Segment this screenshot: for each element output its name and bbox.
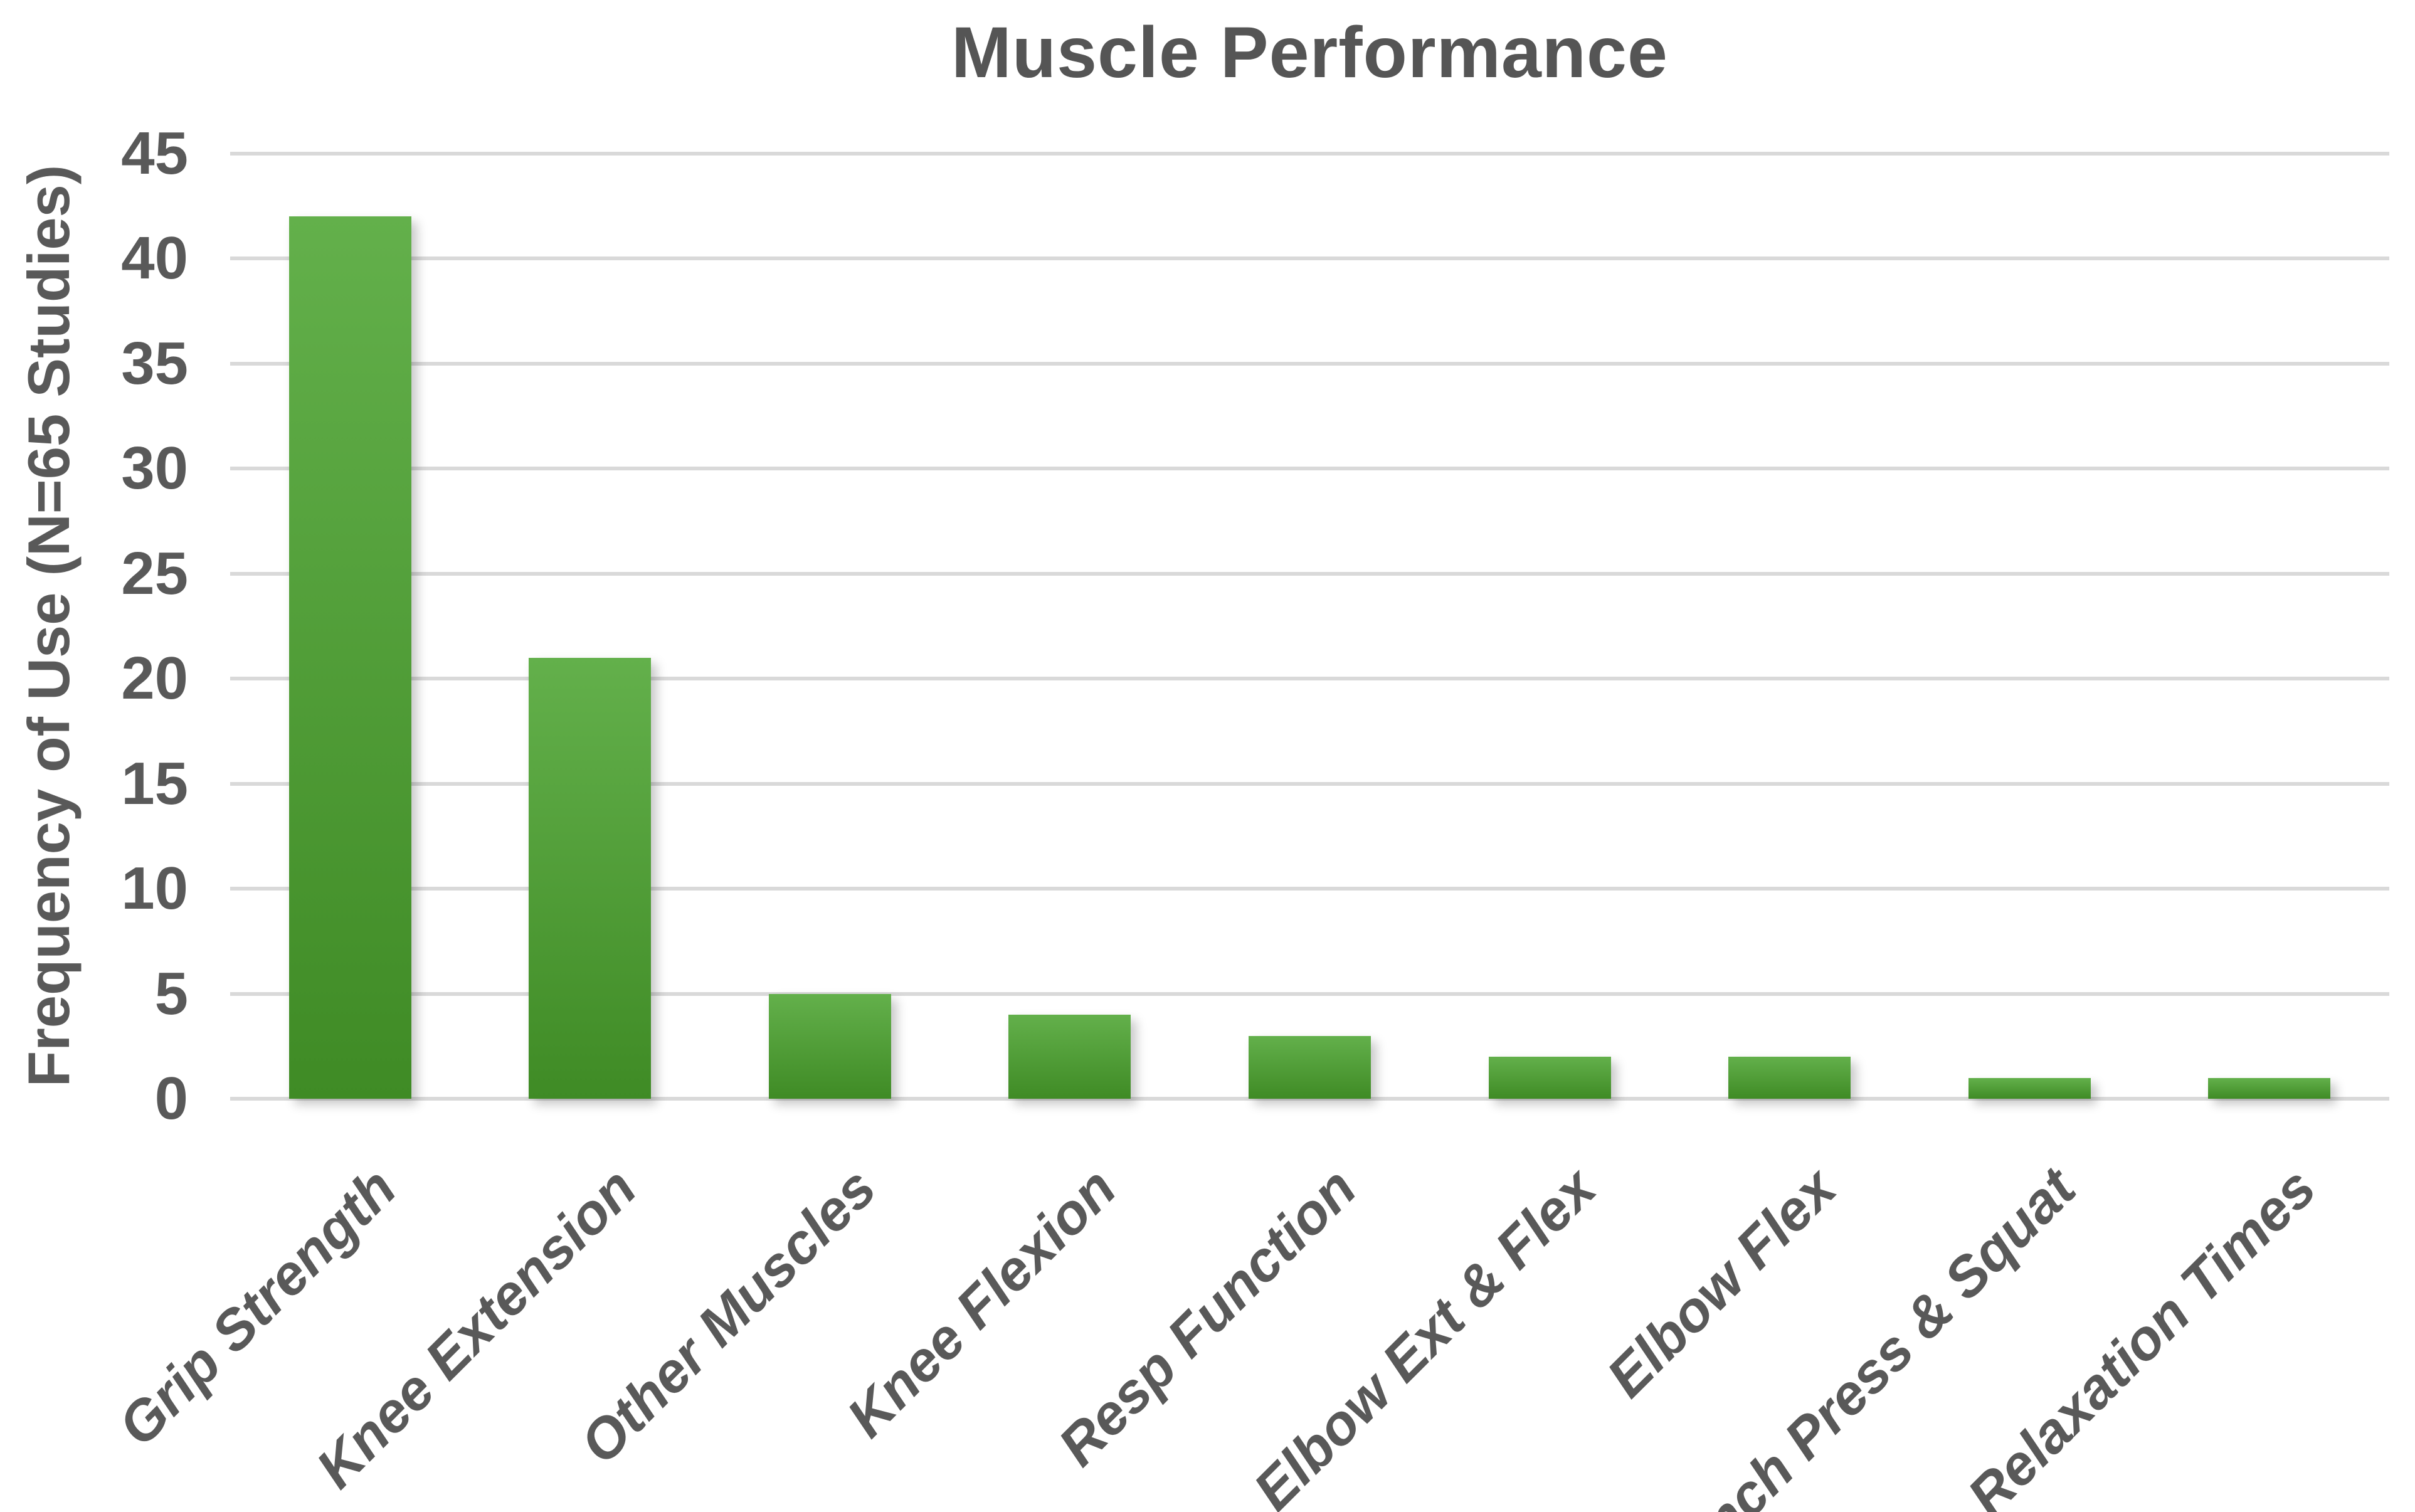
y-tick-label-5: 5 (154, 960, 188, 1027)
chart-title: Muscle Performance (951, 13, 1668, 93)
bar-knee-flexion (1008, 1015, 1131, 1099)
gridline-25 (230, 571, 2389, 576)
y-tick-label-40: 40 (121, 225, 188, 292)
gridline-20 (230, 677, 2389, 681)
gridline-40 (230, 256, 2389, 261)
y-tick-label-15: 15 (121, 749, 188, 817)
y-tick-label-0: 0 (154, 1065, 188, 1132)
gridline-15 (230, 781, 2389, 786)
y-tick-label-35: 35 (121, 329, 188, 397)
bar-resp-function (1249, 1035, 1371, 1099)
y-tick-label-45: 45 (121, 120, 188, 187)
bar-knee-extension (529, 657, 652, 1099)
bar-elbow-ext-flex (1488, 1057, 1611, 1099)
y-tick-label-25: 25 (121, 539, 188, 607)
bar-elbow-flex (1728, 1057, 1851, 1099)
gridline-5 (230, 991, 2389, 996)
bar-other-muscles (768, 993, 891, 1099)
y-axis-title: Frequency of Use (N=65 Studies) (16, 164, 82, 1087)
bar-relaxation-times (2208, 1077, 2331, 1099)
gridline-10 (230, 887, 2389, 891)
y-tick-label-20: 20 (121, 645, 188, 712)
y-tick-label-10: 10 (121, 855, 188, 923)
y-tick-label-30: 30 (121, 435, 188, 502)
gridline-0 (230, 1097, 2389, 1101)
gridline-30 (230, 467, 2389, 471)
gridline-35 (230, 361, 2389, 366)
bar-grip-strength (288, 216, 411, 1099)
bar-bench-press-squat (1968, 1077, 2091, 1099)
gridline-45 (230, 152, 2389, 156)
